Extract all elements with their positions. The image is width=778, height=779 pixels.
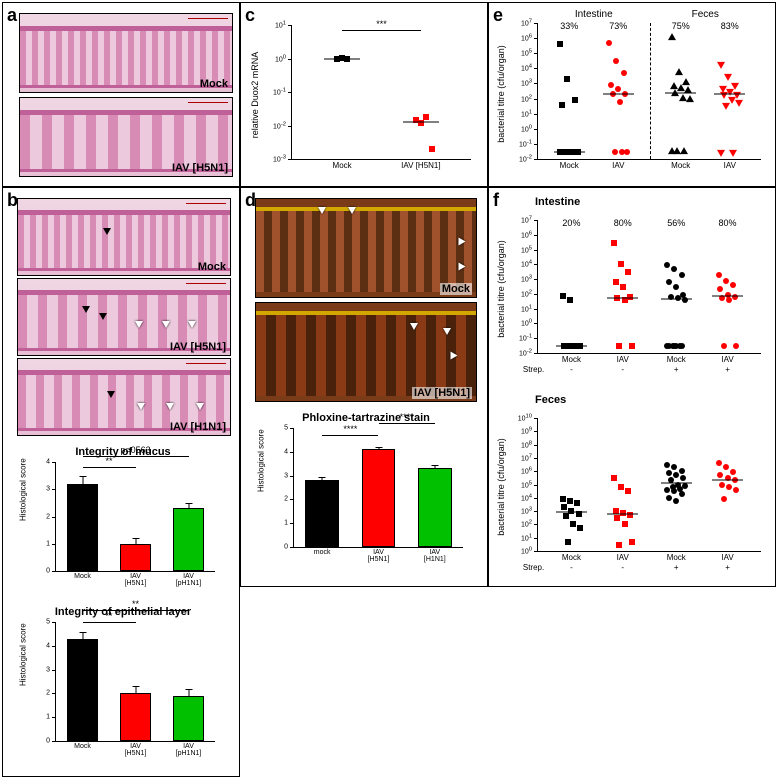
panel-a-label: a — [7, 5, 17, 26]
tag: Mock — [200, 78, 228, 90]
chart-mucus: Integrity of mucus Histological score 01… — [25, 446, 221, 596]
panel-d: d Mock IAV [H5N1] Phloxine-tartrazine st… — [240, 187, 488, 587]
scatter-f-feces: bacterial titre (cfu/organ)1001011021031… — [495, 402, 769, 572]
histology-b-h5n1: IAV [H5N1] — [17, 278, 231, 356]
histology-d-mock: Mock — [255, 198, 477, 298]
panel-b: b Mock IAV [H5N1] IAV [H1N1] Integrity o… — [2, 187, 240, 777]
histology-b-h1n1: IAV [H1N1] — [17, 358, 231, 436]
chart-phloxine: Phloxine-tartrazine stain Histological s… — [263, 412, 469, 572]
histology-a-iav: IAV [H5N1] — [19, 97, 233, 177]
scatter-f-intestine: bacterial titre (cfu/organ)10-210-110010… — [495, 204, 769, 374]
panel-e: e bacterial titre (cfu/organ)10-210-1100… — [488, 2, 776, 187]
scatter-duox2: relative Duox2 mRNA10-310-210-1100101Moc… — [249, 9, 479, 180]
histology-a-mock: Mock — [19, 13, 233, 93]
tag: IAV [H5N1] — [172, 162, 228, 174]
scatter-e: bacterial titre (cfu/organ)10-210-110010… — [495, 7, 769, 180]
histology-d-iav: IAV [H5N1] — [255, 302, 477, 402]
panel-f: f Intestine bacterial titre (cfu/organ)1… — [488, 187, 776, 587]
chart-epithelial: Integrity of epithelial layer Histologic… — [25, 606, 221, 766]
histology-b-mock: Mock — [17, 198, 231, 276]
panel-a: a Mock IAV [H5N1] — [2, 2, 240, 187]
panel-c: c relative Duox2 mRNA10-310-210-1100101M… — [240, 2, 488, 187]
